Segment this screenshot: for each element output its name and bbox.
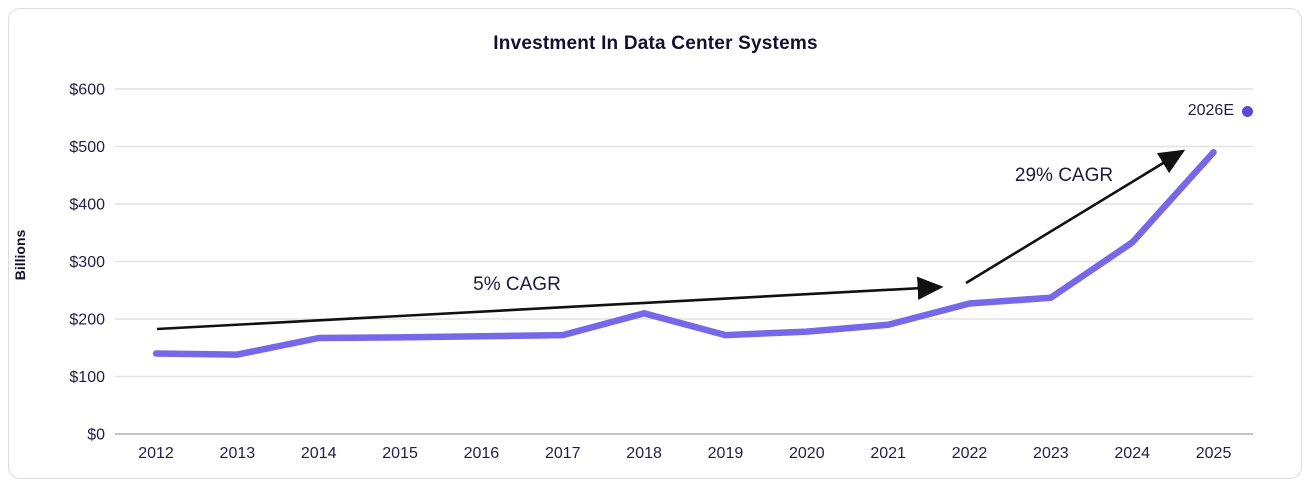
x-tick-label: 2021	[870, 445, 906, 462]
x-tick-label: 2024	[1114, 445, 1150, 462]
legend-label: 2026E	[1187, 102, 1234, 119]
legend-marker-dot	[1242, 105, 1253, 117]
y-tick-label: $500	[69, 139, 105, 156]
x-tick-label: 2023	[1033, 445, 1069, 462]
y-tick-label: $300	[69, 254, 105, 271]
x-tick-label: 2017	[545, 445, 581, 462]
x-tick-label: 2018	[626, 445, 662, 462]
x-tick-label: 2020	[789, 445, 825, 462]
x-tick-label: 2013	[220, 445, 256, 462]
y-tick-label: $600	[69, 82, 105, 99]
x-tick-label: 2016	[464, 445, 500, 462]
chart-card	[8, 8, 1302, 479]
x-tick-label: 2019	[708, 445, 744, 462]
x-tick-label: 2014	[301, 445, 337, 462]
chart-title: Investment In Data Center Systems	[493, 33, 818, 54]
y-tick-label: $0	[87, 427, 105, 444]
x-tick-label: 2022	[952, 445, 988, 462]
annotation-arrow	[156, 276, 944, 331]
legend: 2026E	[1188, 102, 1253, 120]
annotation-label: 5% CAGR	[473, 274, 561, 295]
x-tick-label: 2025	[1196, 445, 1232, 462]
annotation-label: 29% CAGR	[1015, 165, 1113, 186]
annotation-arrow	[965, 149, 1186, 285]
y-tick-label: $400	[69, 197, 105, 214]
x-tick-label: 2012	[138, 445, 174, 462]
x-tick-label: 2015	[382, 445, 418, 462]
data-series-line	[152, 149, 1217, 358]
y-tick-label: $100	[69, 369, 105, 386]
y-tick-label: $200	[69, 312, 105, 329]
